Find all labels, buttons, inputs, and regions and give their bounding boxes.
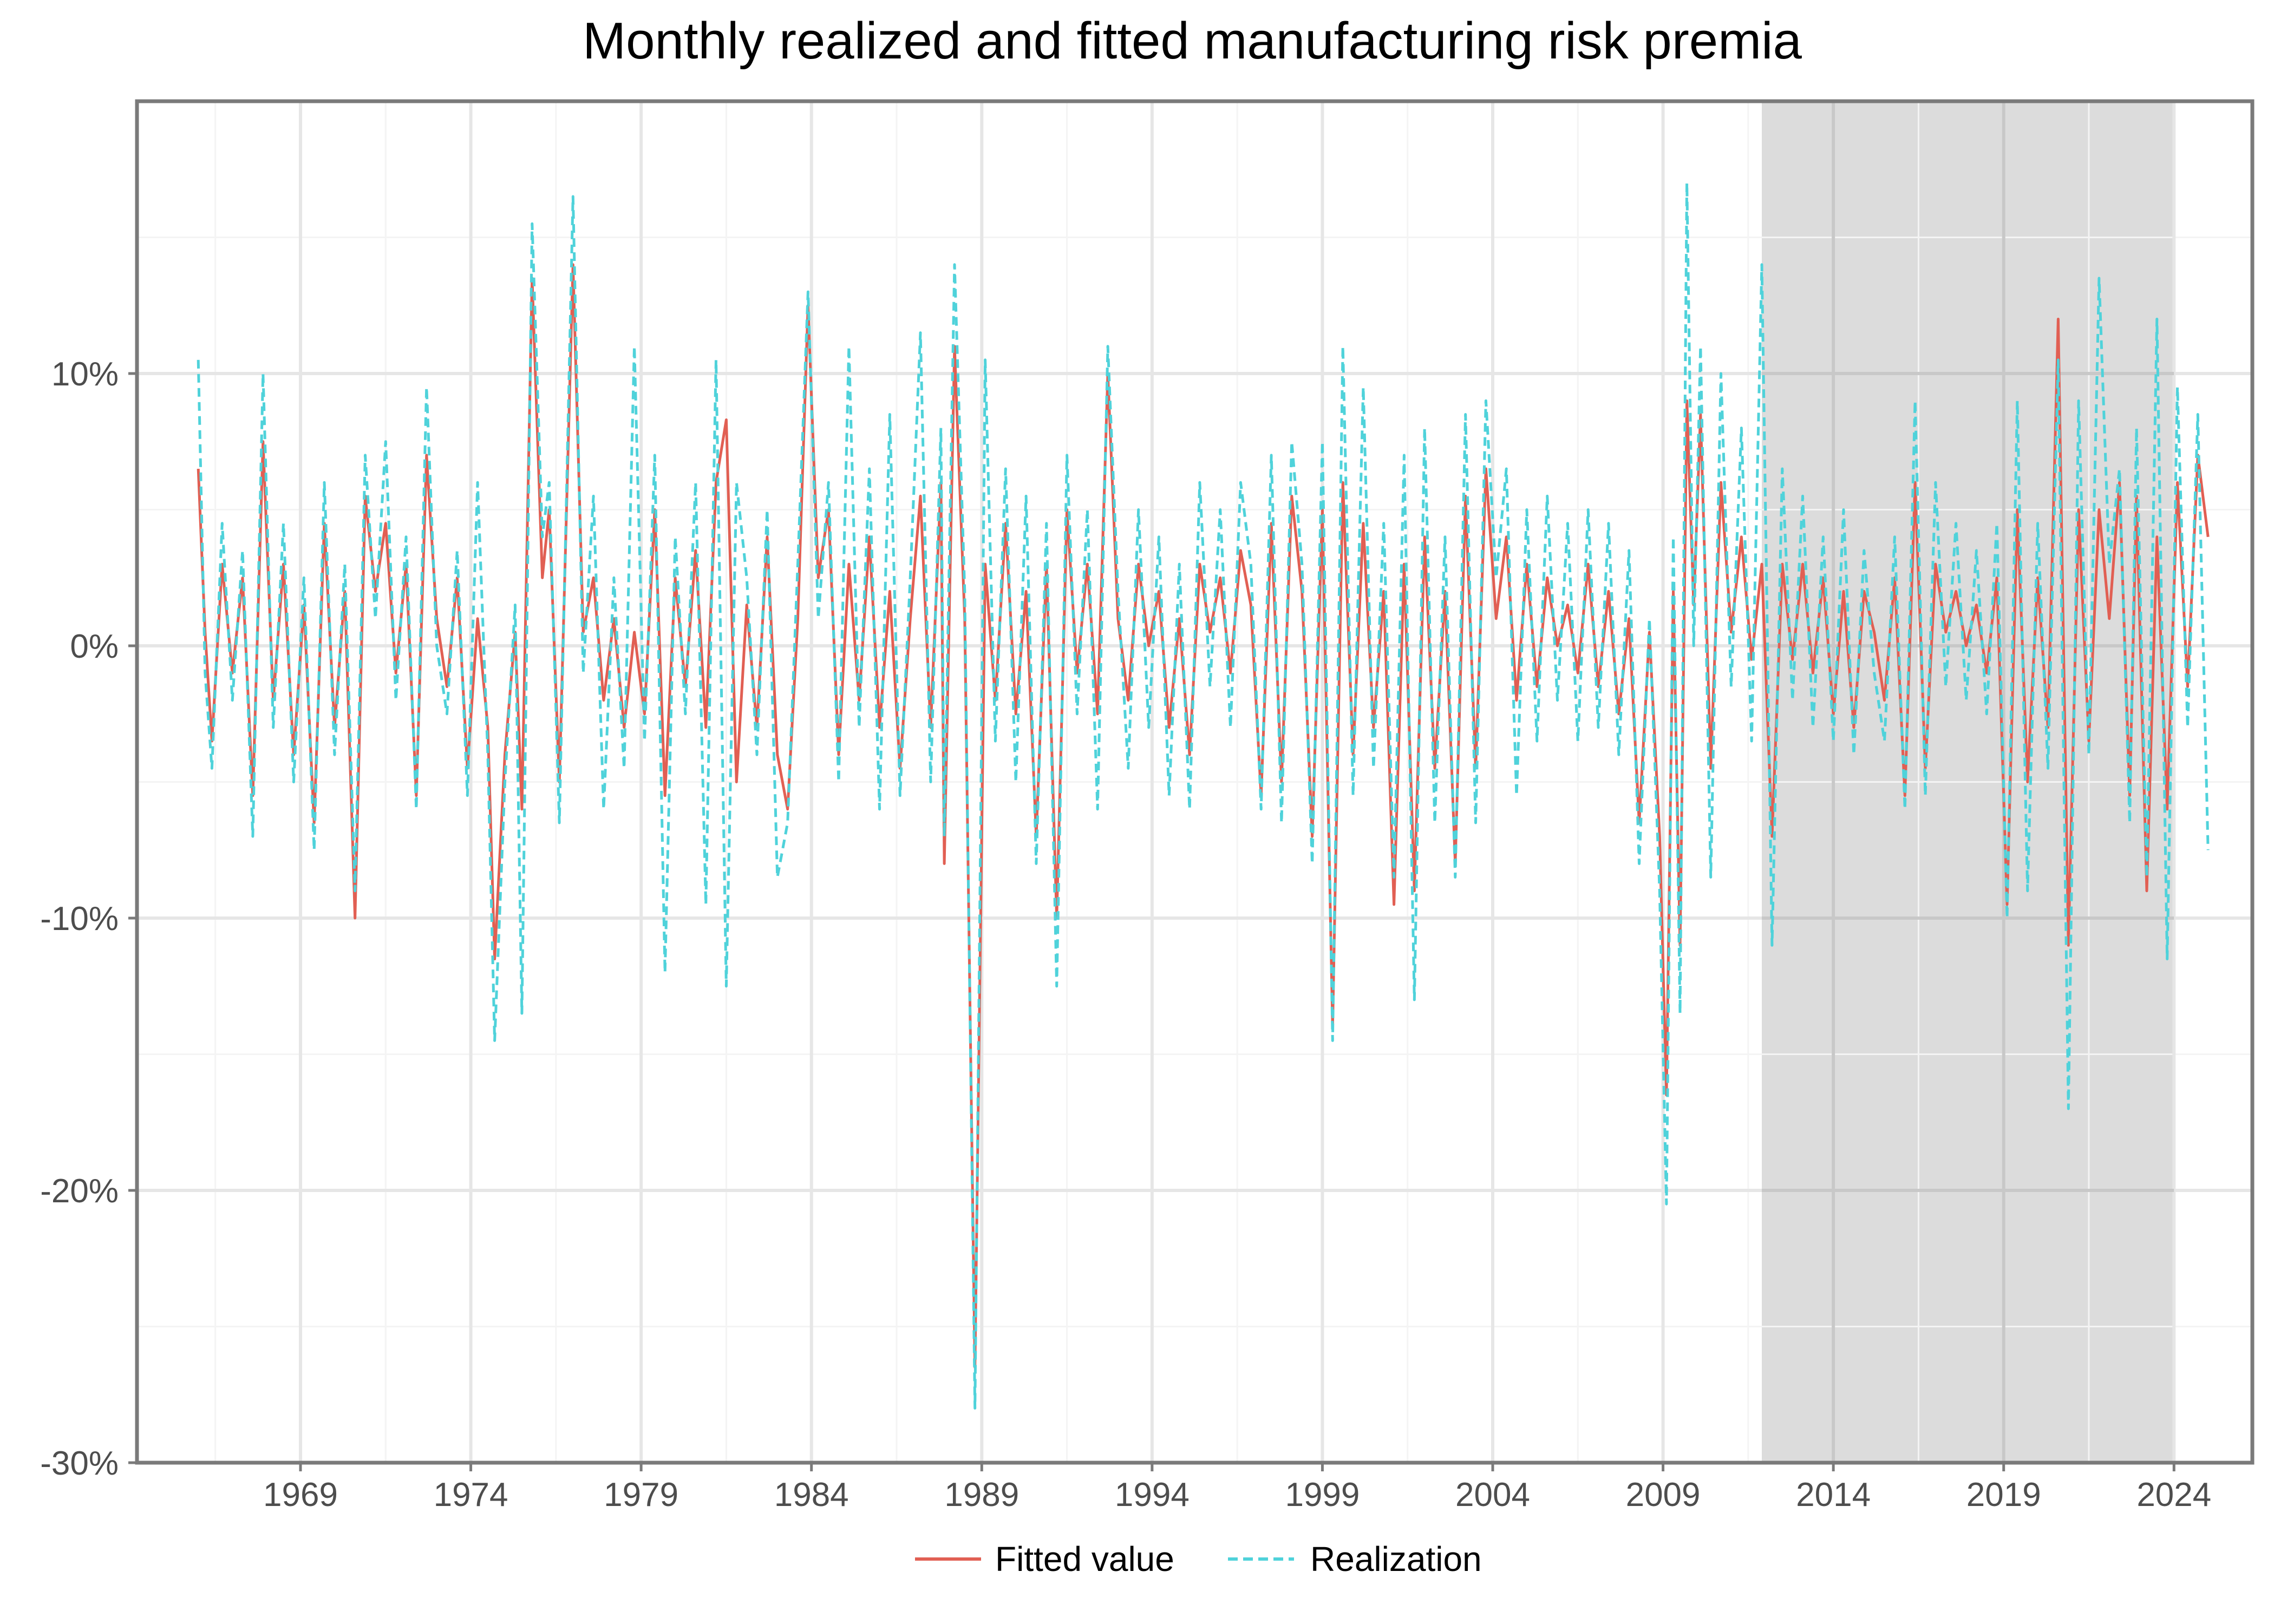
- y-tick-label: -10%: [40, 900, 119, 938]
- x-tick-label: 2004: [1455, 1476, 1530, 1514]
- series-layer: [197, 181, 2210, 1410]
- y-tick-label: 10%: [51, 356, 119, 393]
- x-tick-label: 1999: [1285, 1476, 1360, 1514]
- axis-layer: 1969 1974 1979 1984 1989 1994 1999 2004 2009 2014…: [40, 356, 2211, 1514]
- grid-layer: [137, 101, 2252, 1464]
- x-tick-label: 2019: [1966, 1476, 2041, 1514]
- y-tick-label: 0%: [70, 628, 119, 665]
- x-tick-label: 1974: [434, 1476, 508, 1514]
- y-tick-label: -30%: [40, 1445, 119, 1482]
- y-tick-label: -20%: [40, 1173, 119, 1210]
- legend-label-fitted: Fitted value: [995, 1540, 1174, 1579]
- chart-title: Monthly realized and fitted manufacturin…: [583, 12, 1802, 70]
- x-tick-label: 1989: [944, 1476, 1019, 1514]
- x-tick-label: 1994: [1115, 1476, 1190, 1514]
- legend-label-realization: Realization: [1310, 1540, 1482, 1579]
- plot-frame: [135, 99, 2255, 1465]
- x-tick-label: 1979: [604, 1476, 678, 1514]
- x-tick-label: 1969: [263, 1476, 338, 1514]
- legend: Fitted value Realization: [915, 1540, 1482, 1579]
- x-tick-label: 2009: [1626, 1476, 1701, 1514]
- x-tick-label: 2014: [1796, 1476, 1871, 1514]
- x-tick-label: 2024: [2136, 1476, 2211, 1514]
- series-line-realization: [197, 181, 2210, 1410]
- x-tick-label: 1984: [774, 1476, 849, 1514]
